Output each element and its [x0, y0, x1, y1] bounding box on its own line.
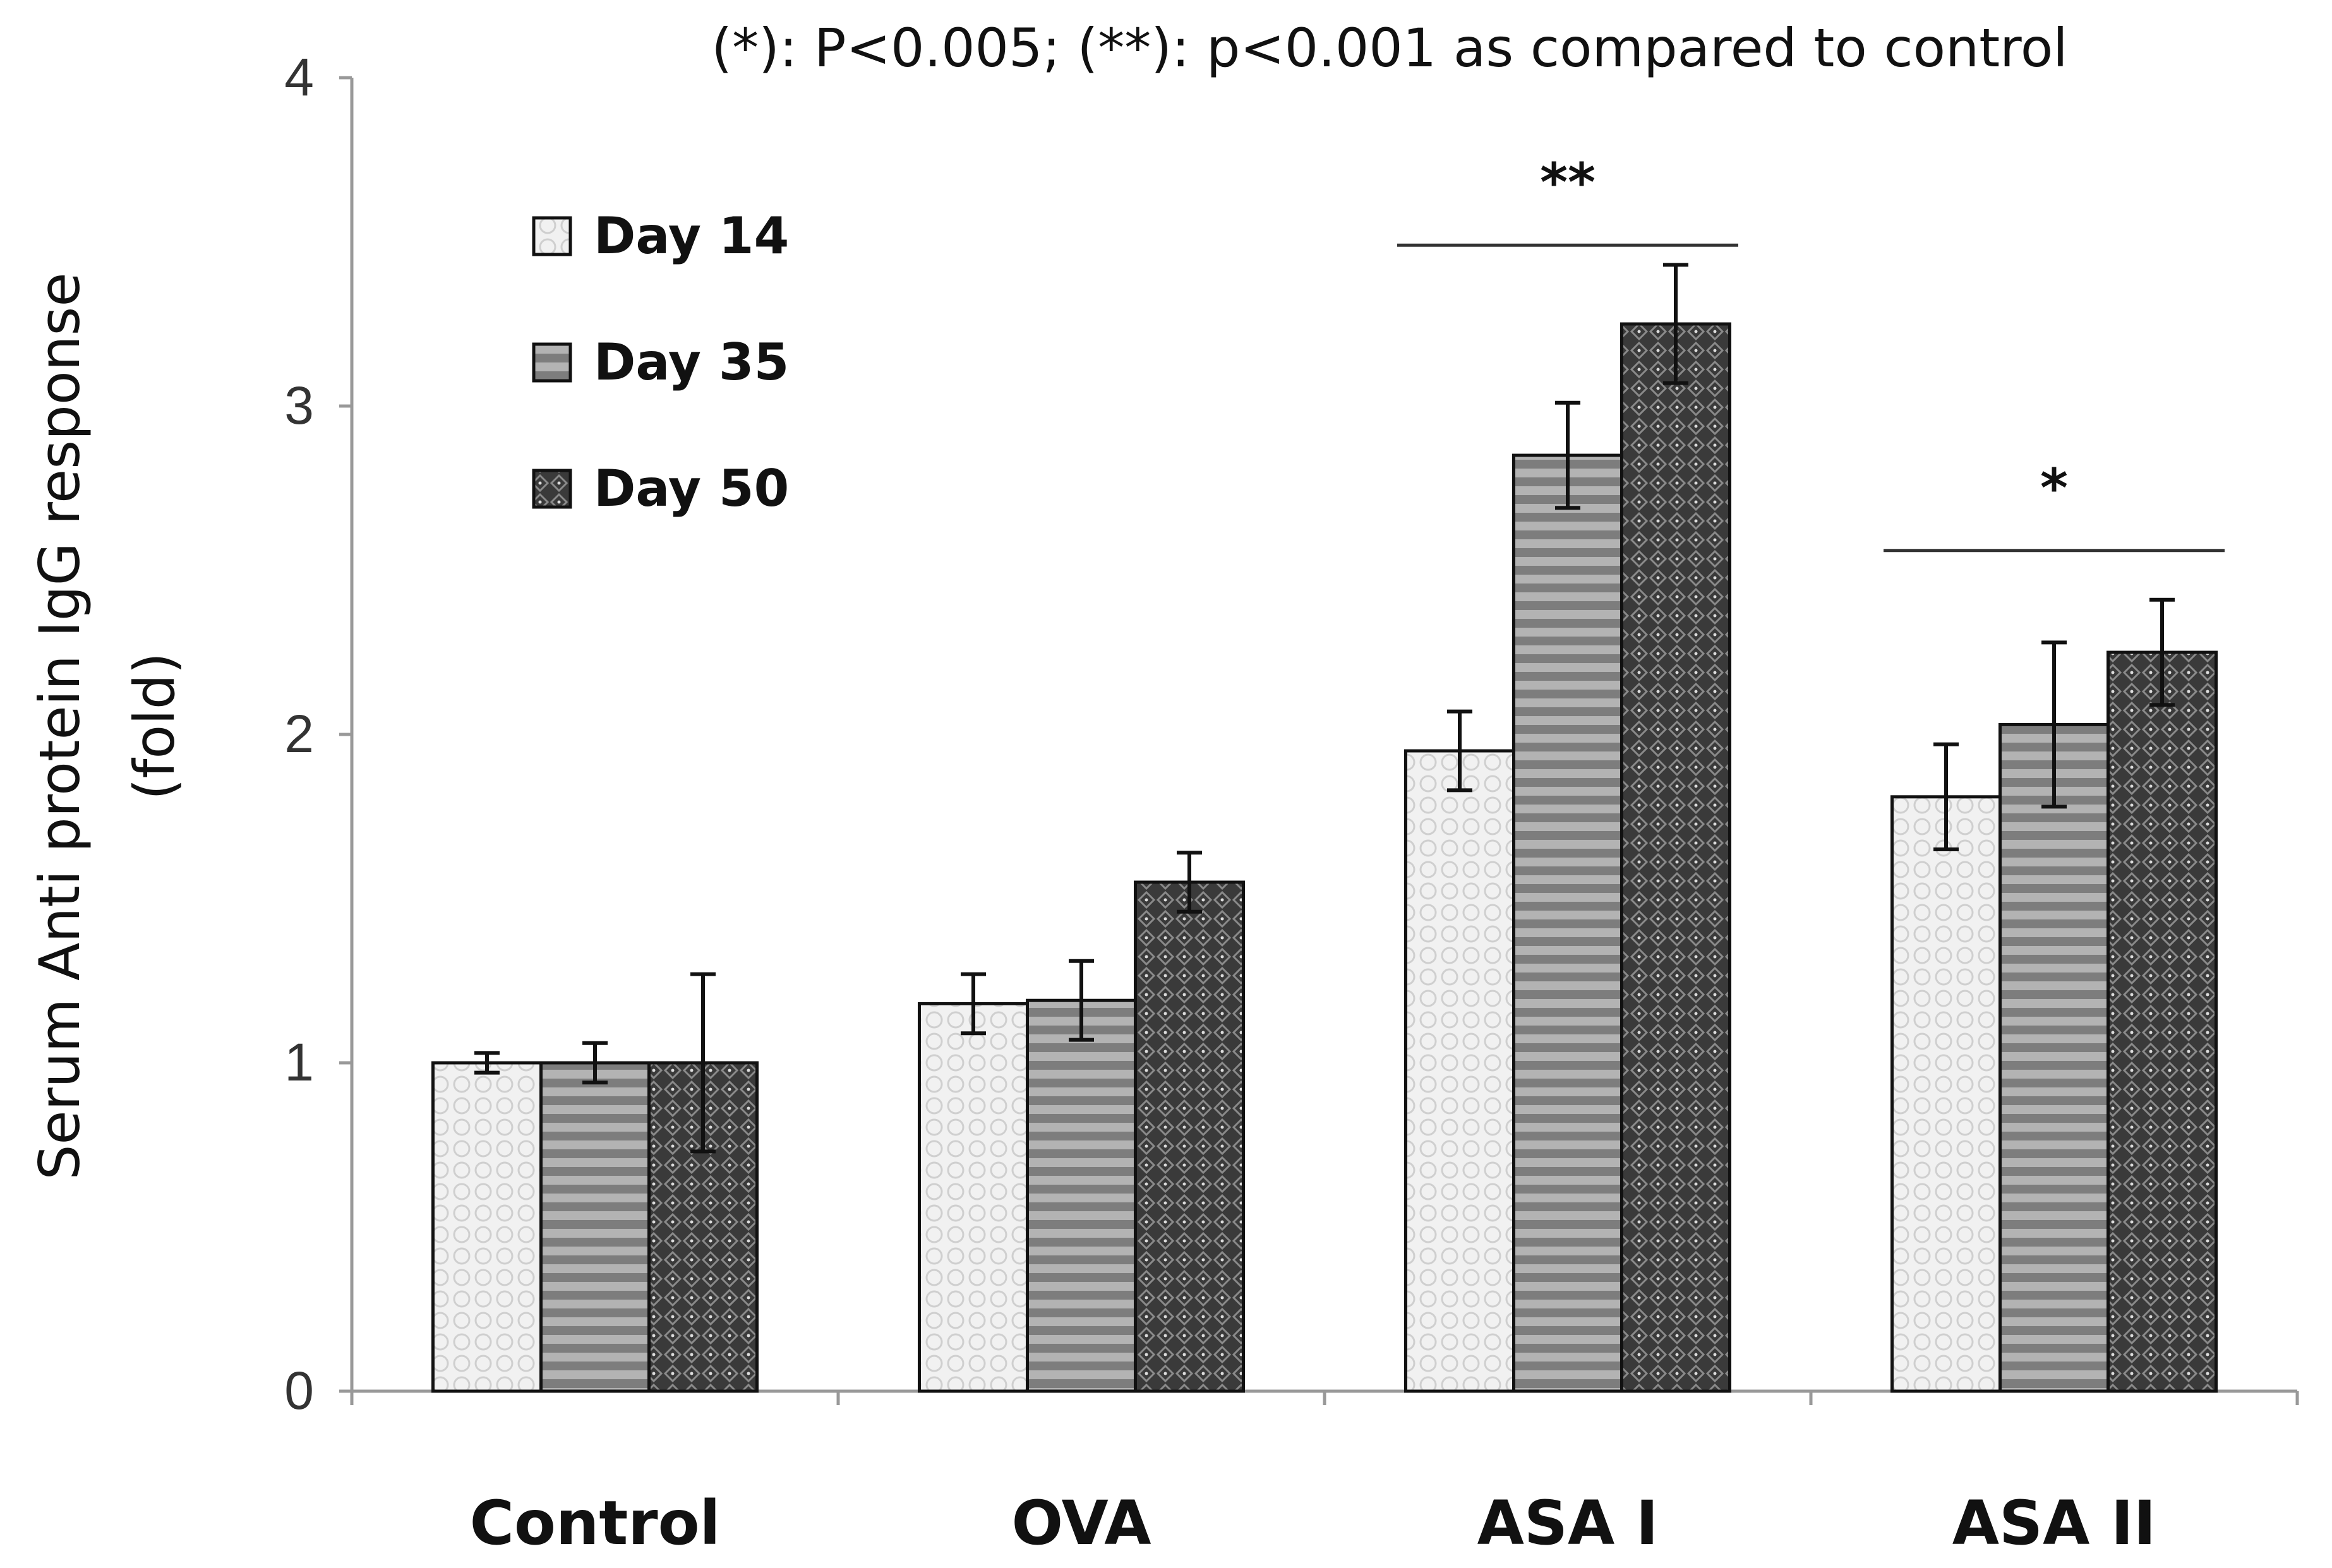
bars	[431, 322, 2218, 1393]
y-axis-label-unit: (fold)	[122, 652, 187, 800]
bar-day-35-asa-i	[1512, 453, 1623, 1393]
legend: Day 14 Day 35 Day 50	[532, 206, 789, 518]
bar-day-14-asa-ii	[1890, 795, 2002, 1393]
bar-day-50-asa-i	[1620, 322, 1731, 1393]
significance-label: **	[1540, 152, 1596, 213]
legend-swatch	[532, 469, 572, 509]
bar-day-14-asa-i	[1404, 749, 1515, 1393]
bar-day-14-ova	[918, 1002, 1029, 1393]
legend-swatch	[532, 342, 572, 383]
y-tick-label: 3	[284, 376, 314, 435]
bar-day-50-asa-ii	[2107, 650, 2218, 1393]
bar-day-35-asa-ii	[1998, 722, 2110, 1393]
bar-day-14-control	[431, 1061, 543, 1393]
category-label: OVA	[1011, 1488, 1151, 1559]
legend-swatch	[532, 216, 572, 256]
x-ticks	[350, 1391, 2299, 1405]
y-tick-label: 0	[284, 1361, 314, 1420]
bar-day-35-ova	[1026, 998, 1137, 1393]
y-ticks: 0 1 2 3 4	[284, 47, 352, 1420]
y-tick-label: 1	[284, 1032, 314, 1092]
category-label: ASA II	[1952, 1488, 2156, 1559]
bar-day-35-control	[539, 1061, 651, 1393]
category-label: Control	[470, 1488, 721, 1559]
legend-label: Day 50	[594, 459, 789, 518]
legend-label: Day 14	[594, 206, 789, 265]
bar-day-50-ova	[1134, 880, 1245, 1393]
category-labels: Control OVA ASA I ASA II	[470, 1488, 2156, 1559]
significance-note: (*): P<0.005; (**): p<0.001 as compared …	[711, 17, 2067, 79]
y-axis-label: Serum Anti protein IgG response	[27, 272, 92, 1180]
y-tick-label: 4	[284, 47, 314, 107]
error-bars	[474, 263, 2175, 1154]
significance-label: *	[2040, 457, 2068, 519]
y-tick-label: 2	[284, 704, 314, 763]
legend-label: Day 35	[594, 333, 789, 392]
significance-markers: ***	[1397, 152, 2225, 553]
category-label: ASA I	[1477, 1488, 1659, 1559]
